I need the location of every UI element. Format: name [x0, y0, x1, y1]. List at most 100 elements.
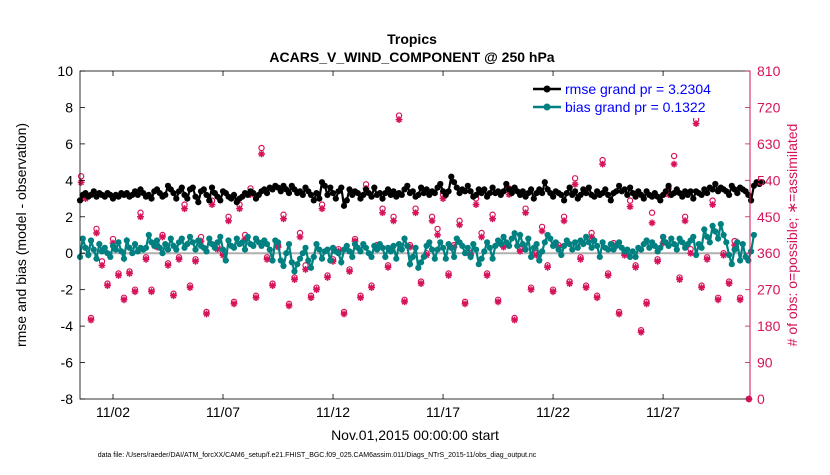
- data-point-bias: [728, 261, 735, 268]
- data-point-bias: [583, 233, 590, 240]
- data-point-bias: [219, 246, 227, 253]
- data-point-bias: [426, 239, 433, 246]
- data-point-bias: [437, 239, 444, 246]
- data-point-bias: [186, 233, 194, 240]
- data-point-rmse: [360, 191, 367, 198]
- obs-assimilated-marker: [395, 116, 403, 123]
- data-point-rmse: [327, 184, 334, 191]
- data-point-bias: [96, 241, 103, 248]
- data-point-rmse: [423, 186, 430, 193]
- data-point-bias: [555, 246, 562, 253]
- obs-assimilated-marker: [654, 257, 661, 265]
- data-point-bias: [651, 242, 658, 249]
- data-point-bias: [665, 242, 672, 249]
- data-point-bias: [217, 233, 224, 240]
- obs-assimilated-marker: [346, 268, 353, 275]
- data-point-bias: [195, 237, 202, 244]
- data-point-bias: [230, 244, 238, 251]
- data-point-bias: [387, 248, 394, 255]
- data-point-bias: [313, 241, 320, 248]
- obs-assimilated-marker: [522, 209, 529, 217]
- data-point-rmse: [519, 188, 526, 195]
- obs-assimilated-marker: [98, 261, 106, 269]
- data-point-bias: [162, 241, 169, 248]
- obs-possible-marker: [77, 173, 85, 180]
- obs-assimilated-marker: [626, 203, 634, 211]
- obs-assimilated-marker: [137, 213, 144, 221]
- data-point-rmse: [217, 197, 224, 204]
- obs-assimilated-marker: [252, 294, 260, 302]
- data-point-rmse: [415, 191, 422, 198]
- data-point-rmse: [481, 186, 488, 193]
- data-point-rmse: [539, 190, 546, 197]
- data-point-rmse: [616, 182, 623, 189]
- data-point-bias: [373, 246, 381, 253]
- data-point-bias: [541, 239, 548, 246]
- obs-possible-marker: [258, 144, 265, 152]
- obs-assimilated-marker: [709, 201, 716, 209]
- data-point-rmse: [90, 188, 97, 195]
- data-point-bias: [263, 241, 271, 248]
- data-point-bias: [739, 241, 746, 248]
- y2-tick-label: 90: [757, 355, 773, 371]
- plot-area: [80, 71, 750, 399]
- legend-box: [528, 80, 738, 118]
- obs-assimilated-marker: [516, 247, 524, 255]
- data-point-bias: [118, 248, 125, 255]
- data-point-rmse: [329, 190, 337, 197]
- data-point-bias: [153, 237, 161, 244]
- data-point-bias: [277, 257, 284, 264]
- data-point-rmse: [189, 184, 196, 191]
- data-point-bias: [624, 246, 631, 253]
- y-tick-label: -4: [61, 318, 74, 334]
- data-point-bias: [434, 246, 441, 253]
- obs-possible-marker: [648, 209, 656, 216]
- data-point-rmse: [607, 197, 614, 204]
- data-point-rmse: [528, 186, 535, 193]
- data-point-bias: [178, 235, 185, 242]
- data-point-bias: [379, 244, 386, 251]
- obs-assimilated-marker: [164, 261, 172, 269]
- data-point-bias: [486, 244, 493, 251]
- data-point-rmse: [577, 191, 584, 198]
- data-point-rmse: [709, 186, 716, 193]
- data-point-bias: [214, 239, 221, 246]
- obs-assimilated-marker: [357, 294, 364, 302]
- obs-assimilated-marker: [544, 263, 551, 271]
- chart-title: Tropics: [387, 31, 437, 47]
- obs-assimilated-marker: [115, 272, 122, 279]
- data-point-bias: [90, 246, 97, 253]
- data-point-bias: [244, 233, 251, 240]
- data-point-bias: [709, 222, 716, 229]
- data-point-rmse: [563, 190, 570, 197]
- data-point-rmse: [566, 184, 573, 191]
- data-point-rmse: [285, 190, 293, 197]
- data-point-bias: [126, 244, 133, 251]
- legend-bias-marker: [543, 103, 551, 111]
- y2-tick-label: 450: [757, 209, 781, 225]
- y-tick-label: 4: [65, 172, 73, 188]
- data-point-rmse: [206, 197, 213, 204]
- obs-assimilated-marker: [170, 292, 177, 300]
- data-point-rmse: [170, 190, 177, 197]
- data-point-bias: [159, 250, 166, 257]
- y-tick-label: 0: [65, 245, 73, 261]
- obs-assimilated-marker: [203, 310, 210, 318]
- data-point-bias: [533, 241, 540, 248]
- data-point-bias: [429, 246, 436, 253]
- data-point-bias: [514, 242, 521, 249]
- data-point-rmse: [192, 193, 199, 200]
- data-point-bias: [467, 253, 474, 260]
- data-point-bias: [409, 253, 416, 260]
- data-point-bias: [569, 246, 576, 253]
- data-point-bias: [327, 257, 334, 264]
- data-point-bias: [145, 231, 152, 239]
- x-tick-label: 11/27: [646, 404, 680, 420]
- data-point-bias: [107, 253, 114, 260]
- data-point-bias: [561, 242, 568, 249]
- data-point-bias: [280, 262, 287, 270]
- obs-assimilated-marker: [500, 243, 507, 251]
- obs-assimilated-marker: [632, 263, 639, 271]
- data-point-bias: [591, 237, 598, 244]
